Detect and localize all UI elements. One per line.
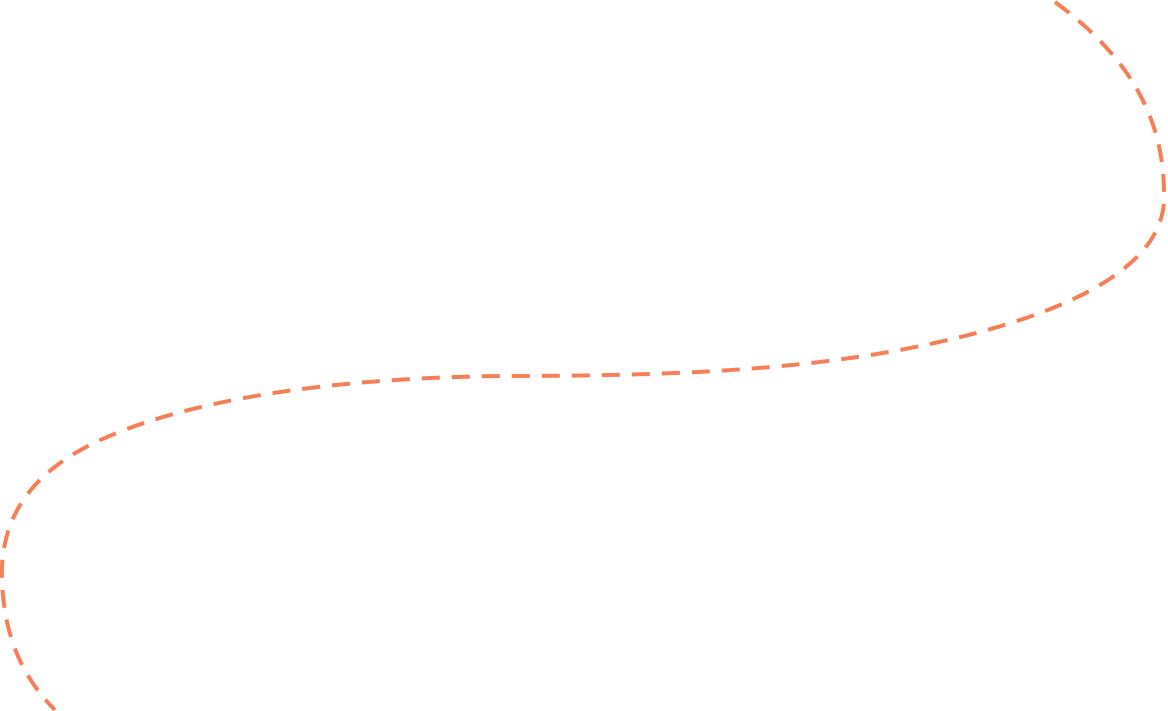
page [0,0,1168,711]
canvas [0,0,1167,711]
dashed-curve [0,0,1167,711]
